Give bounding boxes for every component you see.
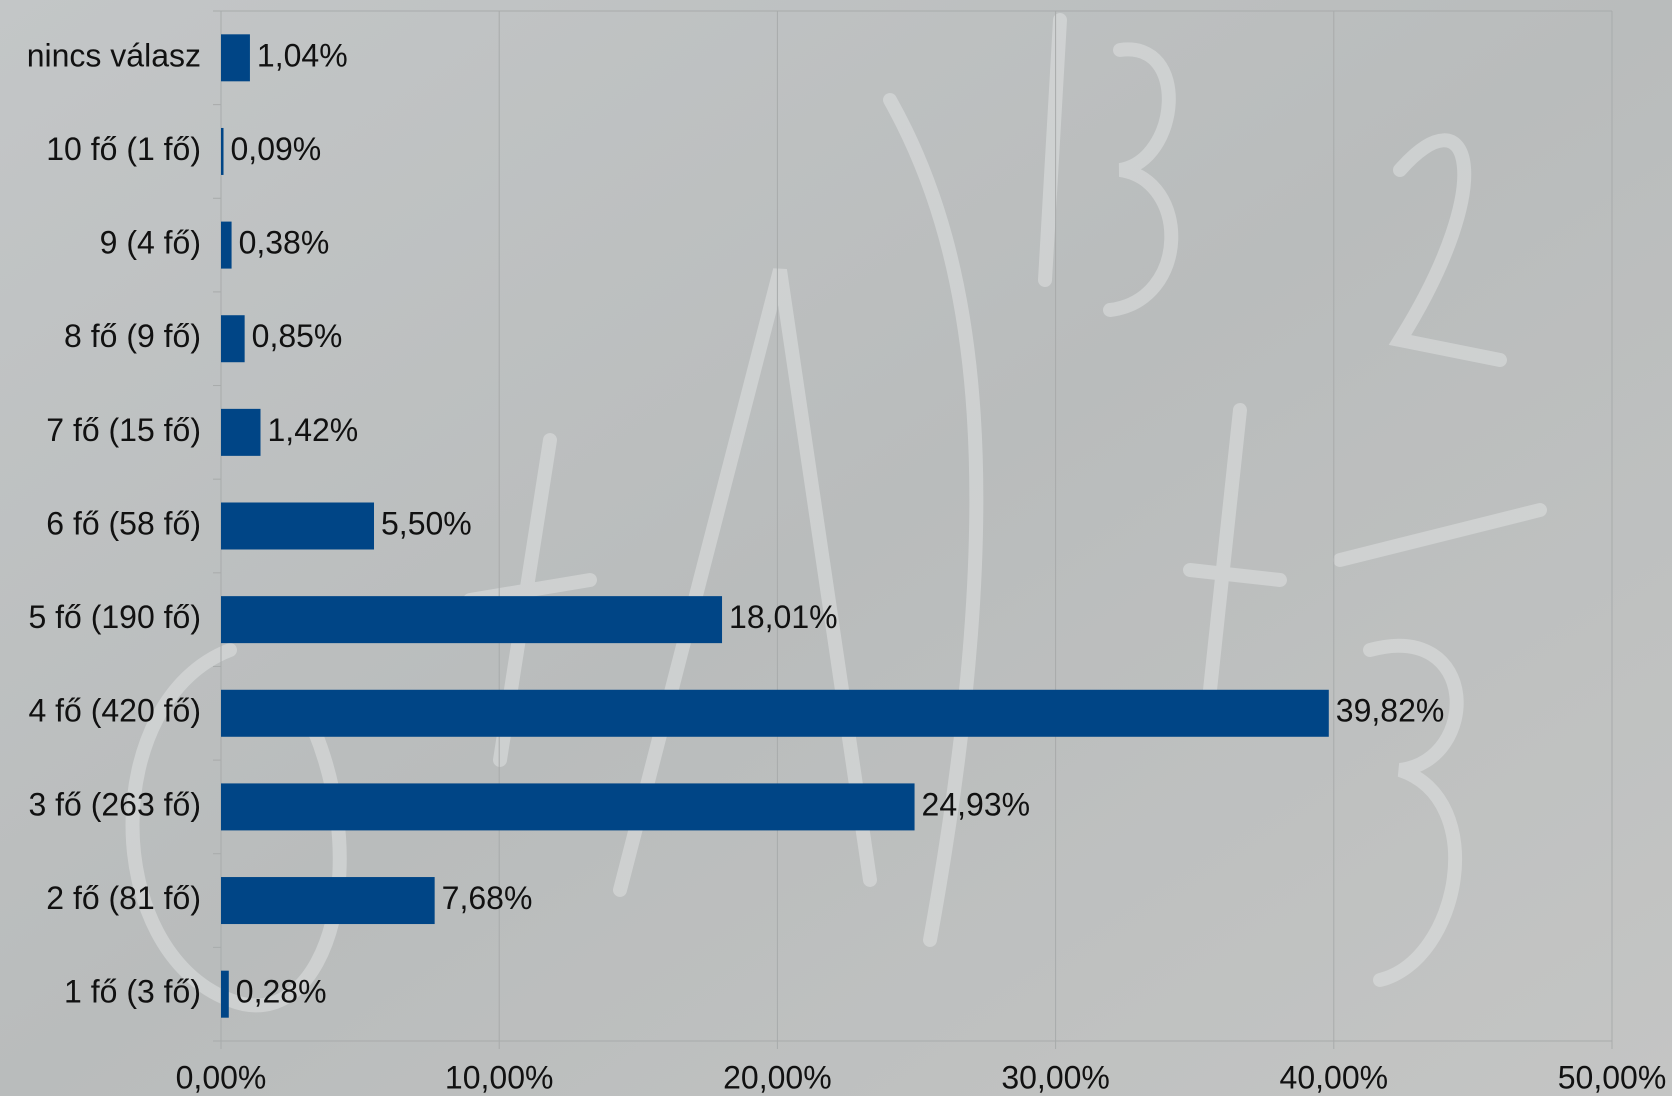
data-label: 24,93% bbox=[922, 786, 1031, 822]
bar bbox=[221, 315, 245, 363]
x-tick-label: 20,00% bbox=[723, 1059, 832, 1095]
bar bbox=[221, 408, 261, 456]
data-label: 0,38% bbox=[239, 225, 330, 261]
bar bbox=[221, 689, 1329, 737]
data-label: 0,28% bbox=[236, 974, 327, 1010]
x-tick-label: 10,00% bbox=[445, 1059, 554, 1095]
bar bbox=[221, 34, 250, 82]
y-tick-label: 9 (4 fő) bbox=[100, 225, 201, 261]
bar bbox=[221, 783, 915, 831]
data-label: 1,42% bbox=[268, 412, 359, 448]
bar bbox=[221, 127, 224, 175]
data-label: 7,68% bbox=[442, 880, 533, 916]
y-tick-label: 7 fő (15 fő) bbox=[46, 412, 201, 448]
x-tick-label: 40,00% bbox=[1280, 1059, 1389, 1095]
y-tick-label: 5 fő (190 fő) bbox=[28, 599, 201, 635]
y-tick-label: 10 fő (1 fő) bbox=[46, 131, 201, 167]
bar bbox=[221, 877, 435, 925]
data-label: 1,04% bbox=[257, 37, 348, 73]
data-label: 18,01% bbox=[729, 599, 838, 635]
x-tick-label: 30,00% bbox=[1001, 1059, 1110, 1095]
y-tick-label: 1 fő (3 fő) bbox=[64, 974, 201, 1010]
data-label: 39,82% bbox=[1336, 693, 1445, 729]
x-tick-label: 0,00% bbox=[176, 1059, 267, 1095]
bar bbox=[221, 221, 232, 269]
bar bbox=[221, 970, 229, 1018]
data-label: 0,09% bbox=[231, 131, 322, 167]
data-label: 0,85% bbox=[252, 318, 343, 354]
y-tick-label: 4 fő (420 fő) bbox=[28, 693, 201, 729]
y-tick-label: 6 fő (58 fő) bbox=[46, 505, 201, 541]
y-tick-label: nincs válasz bbox=[27, 37, 201, 73]
x-tick-label: 50,00% bbox=[1558, 1059, 1667, 1095]
bar bbox=[221, 502, 375, 550]
bar bbox=[221, 596, 723, 644]
y-tick-label: 3 fő (263 fő) bbox=[28, 786, 201, 822]
y-tick-label: 8 fő (9 fő) bbox=[64, 318, 201, 354]
data-label: 5,50% bbox=[381, 505, 472, 541]
y-tick-label: 2 fő (81 fő) bbox=[46, 880, 201, 916]
